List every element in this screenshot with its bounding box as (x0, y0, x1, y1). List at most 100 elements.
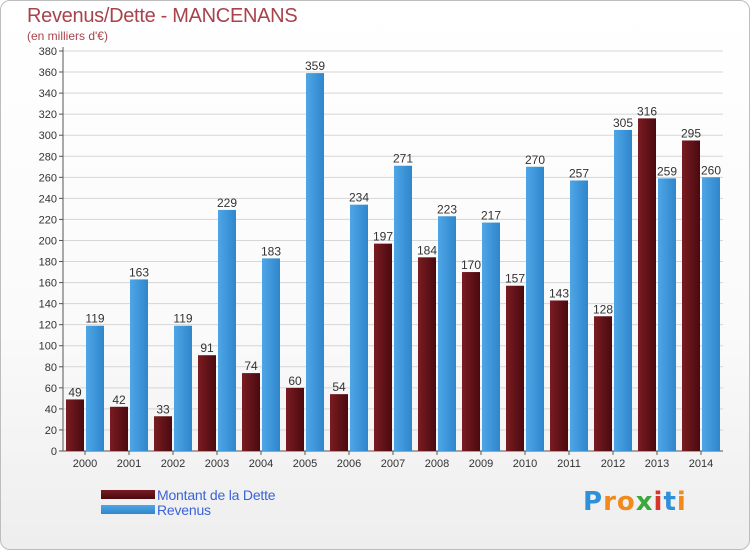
data-label-dette-2000: 49 (68, 385, 82, 399)
data-label-dette-2007: 197 (373, 230, 393, 244)
y-tick-label: 160 (39, 278, 57, 290)
data-label-dette-2010: 157 (505, 272, 525, 286)
legend: Montant de la Dette Revenus (101, 486, 276, 518)
bar-dette-2000 (66, 399, 84, 451)
data-label-dette-2003: 91 (200, 341, 214, 355)
x-tick-label-2010: 2010 (513, 458, 537, 470)
bar-revenus-2010 (526, 166, 544, 451)
data-label-dette-2014: 295 (681, 126, 701, 140)
bar-revenus-2014 (702, 177, 720, 451)
y-tick-label: 240 (39, 193, 57, 205)
bar-revenus-2005 (306, 73, 324, 452)
y-tick-label: 140 (39, 299, 57, 311)
legend-swatch-revenus (101, 505, 155, 514)
bar-revenus-2009 (482, 222, 500, 451)
logo-letter: r (603, 487, 617, 517)
bar-dette-2009 (462, 272, 480, 451)
data-label-dette-2002: 33 (156, 402, 170, 416)
y-tick-label: 260 (39, 172, 57, 184)
y-tick-label: 40 (45, 404, 57, 416)
bar-dette-2005 (286, 387, 304, 451)
data-label-dette-2008: 184 (417, 243, 437, 257)
bar-dette-2003 (198, 355, 216, 451)
data-label-revenus-2008: 223 (437, 202, 457, 216)
y-tick-label: 340 (39, 88, 57, 100)
x-tick-label-2003: 2003 (205, 458, 229, 470)
x-tick-label-2000: 2000 (73, 458, 97, 470)
data-label-revenus-2005: 359 (305, 59, 325, 73)
bar-dette-2011 (550, 300, 568, 451)
bar-dette-2010 (506, 285, 524, 451)
bar-dette-2014 (682, 140, 700, 451)
bar-revenus-2004 (262, 258, 280, 451)
data-label-revenus-2000: 119 (85, 312, 104, 326)
logo-letter: x (635, 487, 654, 517)
logo-letter: o (616, 487, 636, 517)
x-tick-label-2008: 2008 (425, 458, 449, 470)
data-label-dette-2001: 42 (112, 393, 126, 407)
data-label-dette-2005: 60 (288, 374, 302, 388)
bar-dette-2004 (242, 373, 260, 451)
logo-letter: i (653, 487, 664, 517)
x-tick-label-2009: 2009 (469, 458, 493, 470)
y-tick-label: 320 (39, 109, 57, 121)
data-label-revenus-2011: 257 (569, 166, 589, 180)
bar-dette-2006 (330, 394, 348, 451)
x-tick-label-2007: 2007 (381, 458, 405, 470)
y-tick-label: 60 (45, 383, 57, 395)
data-label-dette-2011: 143 (549, 286, 569, 300)
bar-revenus-2003 (218, 209, 236, 451)
bar-dette-2012 (594, 316, 612, 451)
x-tick-label-2005: 2005 (293, 458, 317, 470)
x-tick-label-2004: 2004 (249, 458, 273, 470)
bar-dette-2013 (638, 118, 656, 452)
bar-revenus-2002 (174, 325, 192, 451)
bar-revenus-2000 (86, 325, 104, 451)
data-label-revenus-2013: 259 (657, 164, 677, 178)
x-tick-label-2013: 2013 (645, 458, 669, 470)
data-label-revenus-2010: 270 (525, 153, 545, 167)
y-tick-label: 20 (45, 425, 57, 437)
x-tick-label-2001: 2001 (117, 458, 141, 470)
y-tick-label: 280 (39, 151, 57, 163)
data-label-dette-2013: 316 (637, 104, 657, 118)
data-label-revenus-2014: 260 (701, 163, 721, 177)
data-label-revenus-2002: 119 (173, 312, 192, 326)
x-tick-label-2011: 2011 (557, 458, 581, 470)
x-tick-label-2002: 2002 (161, 458, 185, 470)
y-tick-label: 300 (39, 130, 57, 142)
legend-label-dette: Montant de la Dette (157, 486, 276, 503)
y-tick-label: 200 (39, 235, 57, 247)
bar-revenus-2006 (350, 204, 368, 451)
y-tick-label: 80 (45, 362, 57, 374)
bar-dette-2008 (418, 257, 436, 451)
y-tick-label: 380 (39, 46, 57, 58)
y-tick-label: 100 (39, 341, 57, 353)
data-label-revenus-2009: 217 (481, 209, 501, 223)
y-tick-label: 120 (39, 320, 57, 332)
bar-dette-2001 (110, 406, 128, 451)
data-label-revenus-2006: 234 (349, 191, 369, 205)
legend-item-dette: Montant de la Dette (101, 486, 276, 503)
logo-letter: i (676, 487, 687, 517)
legend-label-revenus: Revenus (157, 501, 211, 518)
x-tick-label-2006: 2006 (337, 458, 361, 470)
y-tick-label: 0 (51, 446, 57, 458)
legend-item-revenus: Revenus (101, 501, 275, 518)
data-label-dette-2012: 128 (593, 302, 613, 316)
x-tick-label-2014: 2014 (689, 458, 713, 470)
logo-letter: t (663, 487, 677, 517)
logo-letter: P (583, 487, 604, 517)
bar-revenus-2013 (658, 178, 676, 452)
data-label-revenus-2007: 271 (393, 152, 413, 166)
y-tick-label: 360 (39, 67, 57, 79)
chart-title: Revenus/Dette - MANCENANS (27, 5, 298, 27)
bar-dette-2007 (374, 243, 392, 451)
chart-subtitle: (en milliers d'€) (27, 29, 108, 43)
bar-revenus-2001 (130, 279, 148, 451)
legend-swatch-dette (101, 490, 155, 499)
data-label-revenus-2003: 229 (217, 196, 237, 210)
bar-revenus-2008 (438, 216, 456, 451)
data-label-dette-2009: 170 (461, 258, 481, 272)
